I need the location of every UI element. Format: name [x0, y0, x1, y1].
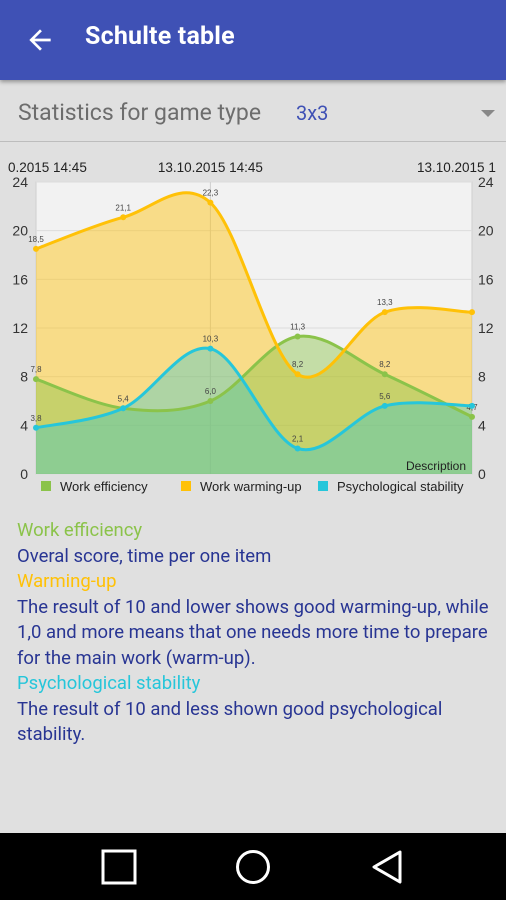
y-tick-label-left: 12: [12, 320, 28, 336]
triangle-back-icon[interactable]: [369, 849, 405, 885]
data-label: 22,3: [203, 189, 219, 198]
text-work-efficiency: Overal score, time per one item: [17, 544, 272, 567]
heading-psychological-stability: Psychological stability: [17, 672, 201, 694]
description-section: Work efficiency Overal score, time per o…: [17, 518, 497, 748]
selector-label: Statistics for game type: [18, 99, 262, 126]
data-label: 5,4: [118, 394, 130, 403]
data-label: 8,2: [292, 360, 304, 369]
y-tick-label-right: 12: [478, 320, 494, 336]
data-label: 18,5: [28, 235, 44, 244]
data-point: [33, 424, 39, 431]
legend-label: Work efficiency: [60, 479, 148, 494]
data-point: [120, 214, 127, 221]
page-title: Schulte table: [85, 22, 235, 51]
selector-value[interactable]: 3x3: [296, 101, 329, 125]
y-tick-label-right: 4: [478, 417, 486, 433]
legend-swatch: [318, 481, 328, 491]
data-label: 7,8: [30, 365, 42, 374]
text-warming-up: The result of 10 and lower shows good wa…: [17, 595, 489, 669]
data-point: [294, 445, 301, 452]
legend-label: Psychological stability: [337, 479, 464, 494]
data-point: [294, 371, 301, 378]
data-point: [381, 371, 388, 378]
data-label: 3,8: [30, 414, 42, 423]
y-tick-label-left: 20: [12, 223, 28, 239]
data-point: [469, 309, 475, 316]
chart-description: Description: [406, 459, 466, 473]
y-tick-label-left: 24: [12, 174, 28, 190]
y-tick-label-right: 0: [478, 466, 486, 482]
data-point: [294, 333, 301, 340]
data-label: 11,3: [290, 323, 306, 332]
legend-swatch: [181, 481, 191, 491]
data-point: [207, 199, 214, 206]
data-point: [120, 405, 127, 412]
navigation-bar: [0, 833, 506, 900]
data-point: [207, 345, 214, 352]
text-psychological-stability: The result of 10 and less shown good psy…: [17, 697, 443, 746]
data-point: [33, 376, 39, 383]
arrow-back-icon[interactable]: [24, 24, 56, 56]
data-point: [207, 398, 214, 404]
series-area: [36, 192, 472, 474]
data-label: 13,3: [377, 298, 393, 307]
app-bar: Schulte table: [0, 0, 506, 80]
square-recents-icon[interactable]: [101, 849, 137, 885]
top-date-label: 0.2015 14:45: [8, 160, 87, 175]
chevron-down-icon[interactable]: [481, 110, 495, 117]
y-tick-label-left: 4: [20, 417, 28, 433]
data-label: 21,1: [115, 203, 131, 212]
y-tick-label-left: 8: [20, 369, 28, 385]
data-label: 2,1: [292, 434, 304, 443]
heading-warming-up: Warming-up: [17, 570, 117, 592]
data-label: 10,3: [203, 335, 219, 344]
series-area: [36, 348, 472, 474]
series-area: [36, 336, 472, 474]
game-type-selector[interactable]: Statistics for game type 3x3: [0, 95, 506, 142]
legend-swatch: [41, 481, 51, 491]
series-line: [35, 334, 473, 419]
y-tick-label-right: 20: [478, 223, 494, 239]
data-point: [469, 413, 475, 420]
y-tick-label-left: 16: [12, 271, 28, 287]
data-point: [381, 309, 388, 316]
data-point: [469, 402, 475, 409]
y-tick-label-right: 24: [478, 174, 494, 190]
top-date-label: 13.10.2015 1: [417, 160, 496, 175]
data-label: 5,6: [379, 392, 391, 401]
heading-work-efficiency: Work efficiency: [17, 519, 143, 541]
data-point: [33, 245, 39, 252]
data-label: 8,2: [379, 360, 391, 369]
divider: [0, 141, 506, 142]
circle-home-icon[interactable]: [235, 849, 271, 885]
top-date-label: 13.10.2015 14:45: [158, 160, 263, 175]
legend-label: Work warming-up: [200, 479, 302, 494]
y-tick-label-right: 16: [478, 271, 494, 287]
y-tick-label-right: 8: [478, 369, 486, 385]
y-tick-label-left: 0: [20, 466, 28, 482]
data-label: 6,0: [205, 387, 217, 396]
data-point: [381, 402, 388, 409]
